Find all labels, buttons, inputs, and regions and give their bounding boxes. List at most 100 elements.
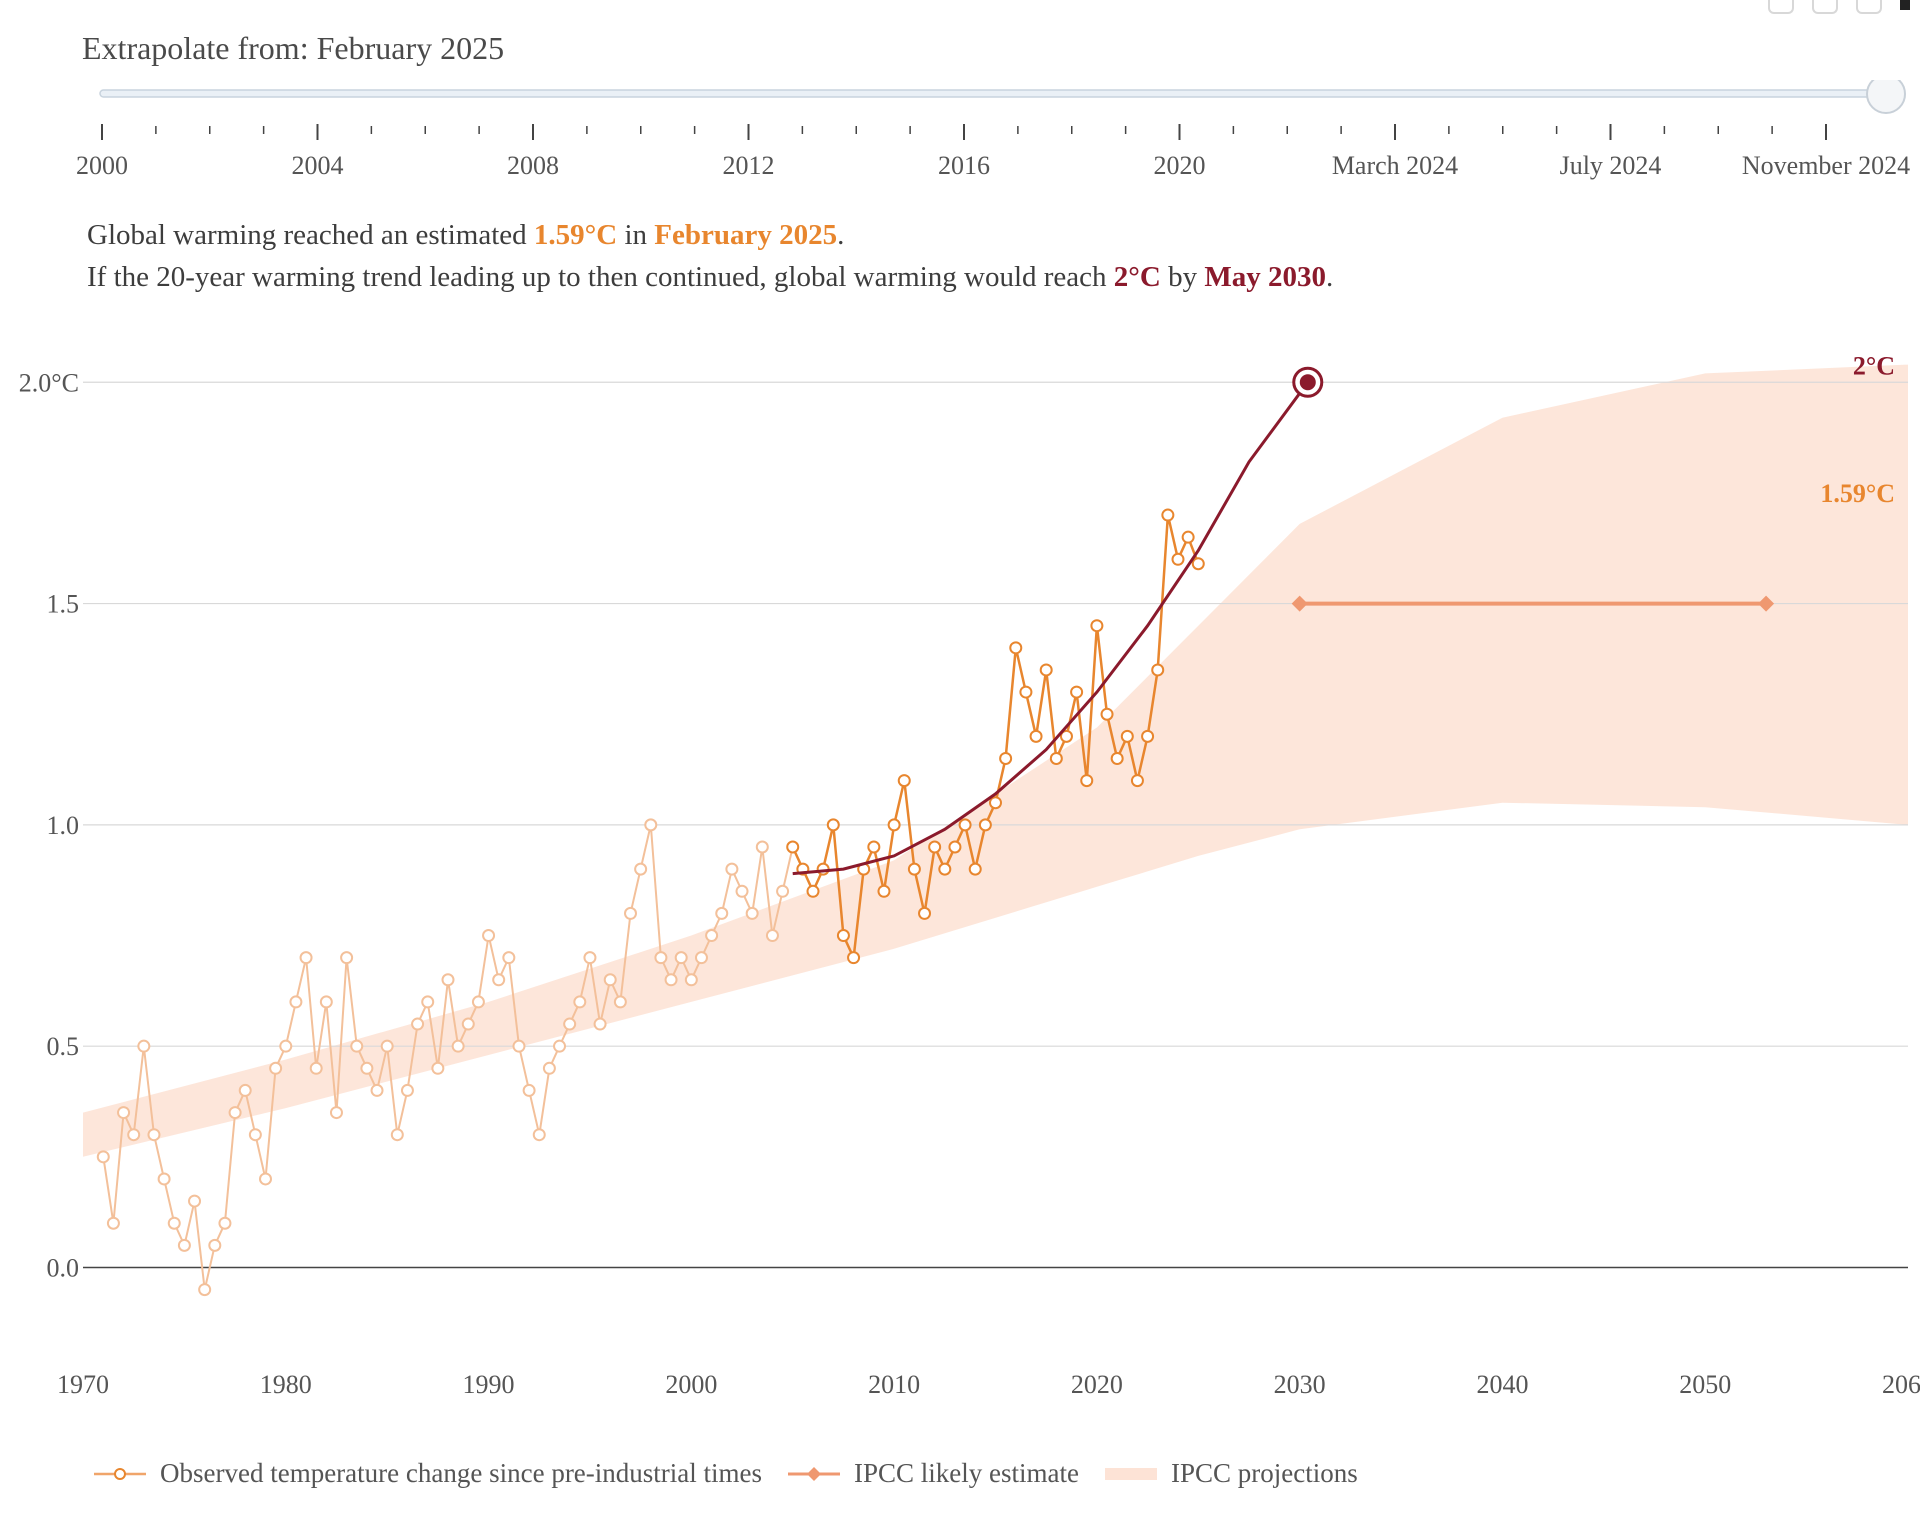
observed-point (431, 1061, 445, 1075)
observed-point (573, 995, 587, 1009)
observed-point (613, 995, 627, 1009)
current-warming-value: 1.59°C (533, 219, 618, 251)
observed-point (1070, 685, 1084, 699)
observed-point (654, 951, 668, 965)
observed-point (127, 1128, 141, 1142)
pan-icon[interactable] (1856, 0, 1882, 14)
observed-point (745, 906, 759, 920)
observed-point (928, 840, 942, 854)
observed-point (390, 1128, 404, 1142)
ipcc-estimate-marker (1291, 595, 1308, 612)
slider-tick-label: 2016 (938, 151, 990, 180)
observed-point (451, 1039, 465, 1053)
observed-point (725, 862, 739, 876)
observed-point (755, 840, 769, 854)
observed-point (279, 1039, 293, 1053)
slider-handle[interactable] (1866, 80, 1906, 114)
camera-icon[interactable] (1768, 0, 1794, 14)
observed-point (299, 951, 313, 965)
x-tick-label: 1990 (463, 1370, 515, 1399)
observed-point (1141, 729, 1155, 743)
chart-legend: Observed temperature change since pre-in… (92, 1458, 1382, 1489)
target-2c-label: 2°C (1853, 351, 1895, 380)
observed-point (907, 862, 921, 876)
legend-item-observed[interactable]: Observed temperature change since pre-in… (92, 1458, 762, 1489)
observed-point (167, 1216, 181, 1230)
observed-point (603, 973, 617, 987)
x-tick-label: 2050 (1679, 1370, 1731, 1399)
observed-point (421, 995, 435, 1009)
legend-label-ipcc-estimate: IPCC likely estimate (854, 1458, 1079, 1488)
y-tick-label: 1.5 (47, 590, 80, 619)
summary-line2-prefix: If the 20-year warming trend leading up … (87, 261, 1114, 293)
legend-item-ipcc-estimate[interactable]: IPCC likely estimate (786, 1458, 1079, 1489)
observed-point (1039, 663, 1053, 677)
date-slider[interactable]: 2000 2004 2008 2012 2016 2020 March 2024 July 2… (0, 80, 1920, 190)
observed-point (218, 1216, 232, 1230)
current-warming-label: 1.59°C (1820, 479, 1895, 508)
slider-title: Extrapolate from: February 2025 (82, 30, 505, 66)
observed-point (1019, 685, 1033, 699)
x-tick-label: 1970 (57, 1370, 109, 1399)
observed-point (999, 751, 1013, 765)
observed-point (1090, 619, 1104, 633)
trend-endpoint-marker (1299, 374, 1316, 391)
summary-line1-prefix: Global warming reached an estimated (87, 219, 534, 251)
observed-point (198, 1283, 212, 1297)
observed-point (532, 1128, 546, 1142)
ipcc-estimate-marker (1758, 595, 1775, 612)
summary-line2-suffix: . (1325, 261, 1334, 293)
observed-point (350, 1039, 364, 1053)
observed-point (1110, 751, 1124, 765)
summary-line2-mid: by (1160, 261, 1205, 293)
x-tick-label: 2020 (1071, 1370, 1123, 1399)
observed-point (1130, 774, 1144, 788)
observed-point (644, 818, 658, 832)
observed-point (370, 1083, 384, 1097)
observed-point (1181, 530, 1195, 544)
observed-point (786, 840, 800, 854)
ipcc-projections-band (83, 364, 1908, 1157)
chart-toolbar (1768, 0, 1910, 14)
observed-point (887, 818, 901, 832)
slider-rail[interactable] (99, 89, 1891, 98)
observed-point (380, 1039, 394, 1053)
observed-point (492, 973, 506, 987)
observed-point (188, 1194, 202, 1208)
slider-tick-label: 2012 (723, 151, 775, 180)
ipcc-estimate-legend-icon (788, 1466, 841, 1481)
observed-point (847, 951, 861, 965)
observed-legend-icon (94, 1467, 146, 1480)
observed-point (329, 1106, 343, 1120)
slider-tick-label: 2000 (76, 151, 128, 180)
observed-point (664, 973, 678, 987)
current-warming-date: February 2025 (654, 219, 838, 251)
observed-point (1191, 557, 1205, 571)
observed-point (989, 796, 1002, 810)
observed-point (836, 929, 850, 943)
observed-point (897, 774, 911, 788)
observed-point (157, 1172, 171, 1186)
observed-point (137, 1039, 151, 1053)
slider-tick-label: March 2024 (1332, 151, 1458, 180)
observed-point (411, 1017, 425, 1031)
y-tick-label: 2.0°C (19, 368, 79, 397)
observed-point (958, 818, 972, 832)
y-tick-label: 1.0 (47, 811, 80, 840)
observed-point (563, 1017, 577, 1031)
observed-point (1100, 707, 1114, 721)
legend-item-ipcc-projections[interactable]: IPCC projections (1103, 1458, 1358, 1489)
observed-point (461, 1017, 475, 1031)
zoom-icon[interactable] (1812, 0, 1838, 14)
slider-tick-label: 2008 (507, 151, 559, 180)
ipcc-projections-legend-icon (1105, 1467, 1157, 1480)
x-tick-label: 2000 (665, 1370, 717, 1399)
observed-point (553, 1039, 567, 1053)
observed-point (522, 1083, 536, 1097)
observed-point (248, 1128, 262, 1142)
warming-chart: 0.0 0.5 1.0 1.5 2.0°C 1970 1980 1990 2000 2010 202… (19, 351, 1920, 1399)
observed-point (542, 1061, 556, 1075)
observed-point (694, 951, 708, 965)
observed-point (177, 1238, 191, 1252)
observed-point (867, 840, 881, 854)
